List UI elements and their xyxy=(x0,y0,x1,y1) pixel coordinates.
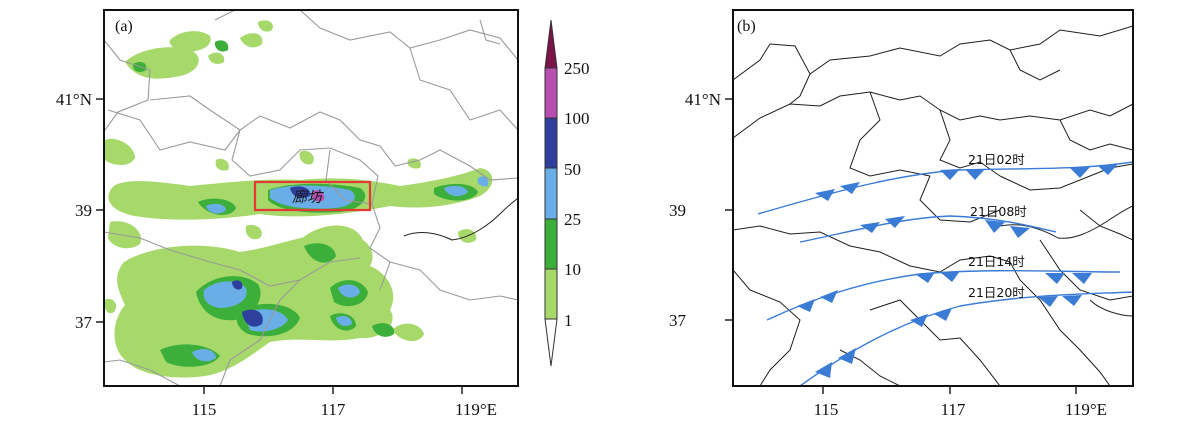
lon-label-a-115: 115 xyxy=(192,400,217,419)
lat-label-b-41: 41°N xyxy=(685,90,721,109)
colorbar-cell-bottom xyxy=(544,318,558,367)
province-borders-a xyxy=(104,10,518,386)
front-line-3 xyxy=(799,291,1133,386)
front-label-3: 21日20时 xyxy=(968,285,1025,300)
colorbar-label-50: 50 xyxy=(564,160,581,179)
colorbar-cell-2 xyxy=(544,268,558,320)
lat-label-a-41: 41°N xyxy=(56,90,92,109)
colorbar-label-250: 250 xyxy=(564,59,590,78)
map-frame-b xyxy=(732,9,1134,387)
colorbar-cell-4 xyxy=(544,167,558,220)
colorbar: 250 100 50 25 10 1 xyxy=(544,19,590,367)
front-teeth-3 xyxy=(815,295,1082,378)
lat-label-a-39: 39 xyxy=(75,201,92,220)
lon-label-a-119: 119°E xyxy=(455,400,497,419)
colorbar-cell-3 xyxy=(544,218,558,270)
coastline-b-2 xyxy=(1089,299,1133,317)
ticks-b xyxy=(725,98,1077,394)
lon-label-a-117: 117 xyxy=(321,400,346,419)
colorbar-cell-top xyxy=(544,19,558,69)
fronts xyxy=(757,161,1133,386)
ticks-a xyxy=(96,98,463,394)
lon-label-b-119: 119°E xyxy=(1065,400,1107,419)
front-teeth-2 xyxy=(797,271,1092,312)
panel-a: 廊坊 (a) 41°N 39 37 115 117 119°E xyxy=(56,9,519,419)
precip-level-4 xyxy=(232,186,311,327)
colorbar-cell-5 xyxy=(544,117,558,169)
precip-level-5 xyxy=(311,190,325,202)
lon-label-b-115: 115 xyxy=(814,400,839,419)
lat-label-b-37: 37 xyxy=(669,311,687,330)
colorbar-label-100: 100 xyxy=(564,109,590,128)
lat-label-b-39: 39 xyxy=(669,201,686,220)
front-label-0: 21日02时 xyxy=(968,152,1025,167)
map-frame-a xyxy=(103,9,519,387)
front-teeth-0 xyxy=(815,164,1118,201)
lon-label-b-117: 117 xyxy=(941,400,966,419)
front-label-1: 21日08时 xyxy=(970,204,1027,219)
panel-a-tag: (a) xyxy=(115,18,133,35)
precip-field xyxy=(104,10,518,386)
panel-b-tag: (b) xyxy=(737,18,756,35)
panel-b: 21日02时 21日08时 21日14时 21日20时 (b) 41°N 39 … xyxy=(669,9,1134,419)
coastline-a xyxy=(403,197,518,241)
front-teeth-1 xyxy=(860,216,1030,238)
colorbar-label-25: 25 xyxy=(564,210,581,229)
colorbar-label-10: 10 xyxy=(564,260,581,279)
colorbar-cell-6 xyxy=(544,67,558,119)
colorbar-label-1: 1 xyxy=(564,311,573,330)
front-line-1 xyxy=(799,215,1057,243)
lat-label-a-37: 37 xyxy=(75,313,93,332)
province-borders-b xyxy=(733,25,1133,386)
front-label-2: 21日14时 xyxy=(968,254,1025,269)
highlight-box xyxy=(253,180,372,212)
highlight-label: 廊坊 xyxy=(292,188,324,206)
